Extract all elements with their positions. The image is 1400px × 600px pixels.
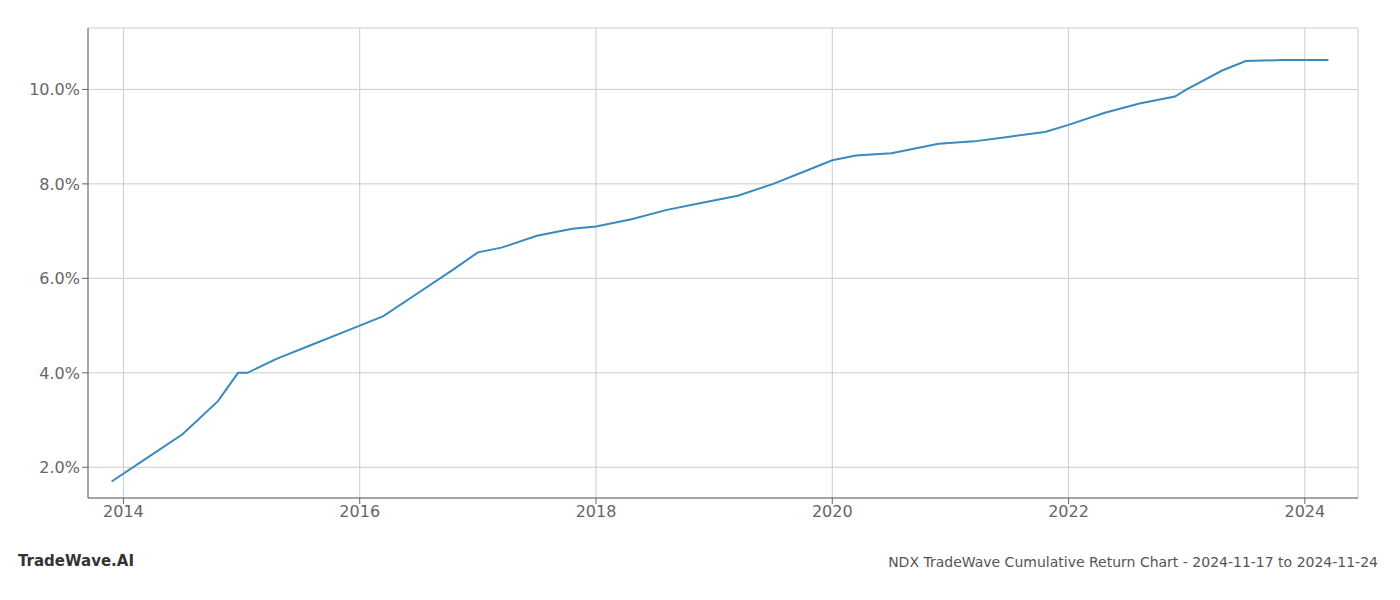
svg-text:2020: 2020 [812,502,853,521]
svg-text:4.0%: 4.0% [39,364,80,383]
svg-text:2016: 2016 [339,502,380,521]
svg-text:2014: 2014 [103,502,144,521]
svg-text:10.0%: 10.0% [29,80,80,99]
svg-text:2.0%: 2.0% [39,458,80,477]
svg-text:2018: 2018 [576,502,617,521]
svg-text:6.0%: 6.0% [39,269,80,288]
html-text:NDX TradeWave Cumulative Retur: NDX TradeWave Cumulative Return Chart - … [888,554,1378,570]
svg-text:2022: 2022 [1048,502,1089,521]
html-text:TradeWave.AI: TradeWave.AI [18,552,134,570]
svg-text:8.0%: 8.0% [39,175,80,194]
svg-text:2024: 2024 [1284,502,1325,521]
